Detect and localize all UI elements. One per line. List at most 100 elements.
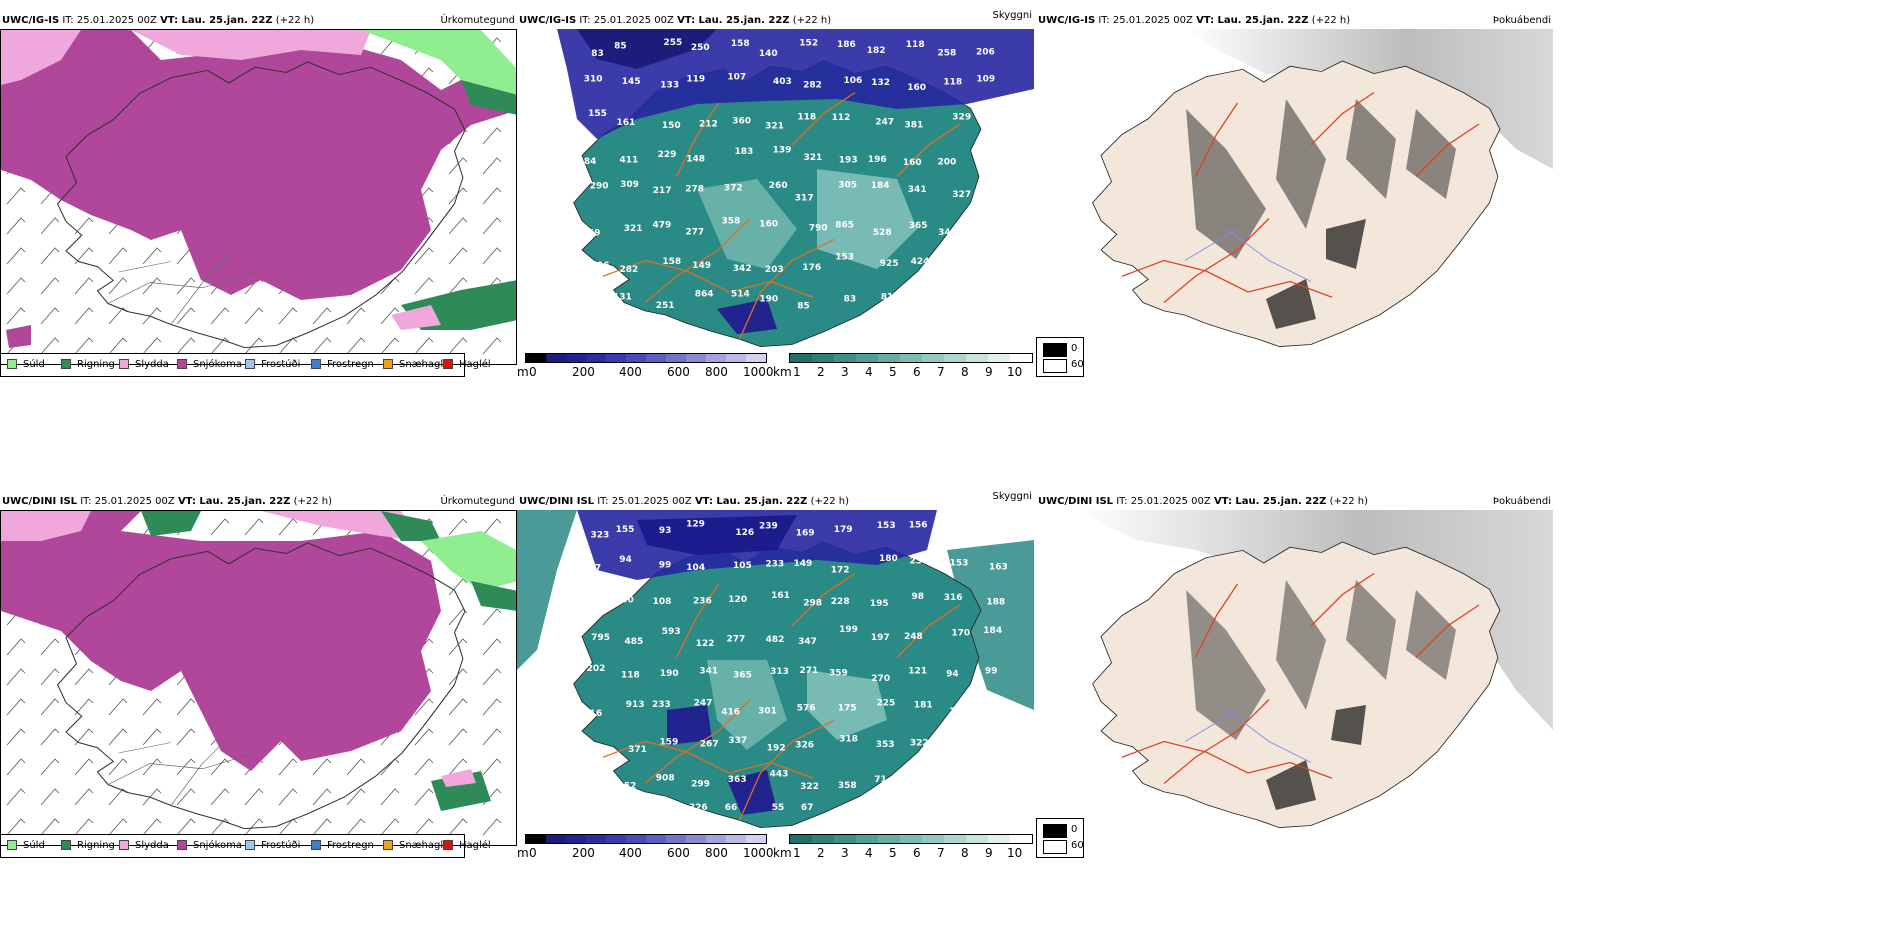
cloud-map-svg: 83 85 255 250 158 140 152 186 182 118 258 206 310 145…: [517, 29, 1034, 365]
lead-time: (+22 h): [1329, 496, 1369, 507]
cloud-base-label: 250: [691, 43, 710, 53]
fog-swatch-0: [1043, 343, 1067, 357]
cloud-base-label: 381: [905, 121, 924, 131]
cloud-base-label: 165: [902, 772, 921, 782]
cloud-base-label: 99: [659, 560, 672, 570]
legend-label: Slydda: [135, 359, 169, 370]
cloud-map[interactable]: 323 155 93 129 126 239 169 179 153 156 329 148 107 94…: [517, 510, 1034, 846]
cloud-base-label: 83: [844, 295, 857, 305]
precip-type-panel-top: UWC/IG-IS IT: 25.01.2025 00Z VT: Lau. 25…: [0, 12, 517, 382]
cloud-base-label: 329: [952, 112, 971, 122]
fog-value: 0: [1071, 343, 1078, 354]
visibility-tick: 5: [889, 365, 897, 379]
cloud-base-label: 85: [797, 302, 810, 312]
valid-time: VT: Lau. 25.jan. 22Z: [160, 15, 273, 26]
cloud-base-label: 514: [731, 290, 750, 300]
legend-swatch: [119, 359, 129, 369]
cloud-base-label: 107: [727, 73, 746, 83]
fog-map[interactable]: [1036, 29, 1553, 365]
cloud-base-label: 71: [874, 775, 887, 785]
cloud-base-label: 131: [613, 293, 632, 303]
height-tick: 800: [705, 846, 728, 860]
legend-item-freezing-rain: Frostregn: [311, 359, 374, 371]
cloud-base-label: 85: [614, 42, 627, 52]
cloud-base-label: 81: [881, 293, 894, 303]
cloud-base-label: 479: [653, 220, 672, 230]
legend-item-drizzle: Súld: [7, 359, 45, 371]
cloud-base-label: 301: [758, 706, 777, 716]
cloud-base-label: 296: [591, 261, 610, 271]
height-tick: 1000: [743, 365, 774, 379]
cloud-base-label: 104: [686, 563, 705, 573]
fog-panel-bottom: UWC/DINI ISL IT: 25.01.2025 00Z VT: Lau.…: [1036, 493, 1553, 863]
cloud-base-label: 228: [586, 774, 605, 784]
cloud-base-label: 865: [835, 221, 854, 231]
cloud-base-label: 326: [689, 803, 708, 813]
cloud-base-label: 153: [950, 559, 969, 569]
fog-swatch-0: [1043, 824, 1067, 838]
legend-swatch: [177, 840, 187, 850]
lead-time: (+22 h): [792, 15, 832, 26]
visibility-tick: 1: [793, 365, 801, 379]
cloud-base-label: 149: [692, 261, 711, 271]
legend-item-snow: Snjókoma: [177, 359, 242, 371]
cloud-base-label: 66: [725, 803, 738, 813]
cloud-base-label: 313: [770, 667, 789, 677]
fog-map[interactable]: [1036, 510, 1553, 846]
precip-map[interactable]: [0, 510, 517, 846]
param-name: Þokuábendi: [1492, 15, 1551, 26]
cloud-base-label: 176: [802, 263, 821, 273]
cloud-base-label: 199: [839, 625, 858, 635]
legend-swatch: [245, 840, 255, 850]
cloud-base-label: 255: [664, 38, 683, 48]
legend-item-drizzle: Súld: [7, 840, 45, 852]
cloud-map-svg: 323 155 93 129 126 239 169 179 153 156 329 148 107 94…: [517, 510, 1034, 846]
cloud-base-label: 150: [662, 121, 681, 131]
cloud-base-label: 403: [773, 77, 792, 87]
fog-value: 0: [1071, 824, 1078, 835]
cloud-base-label: 360: [732, 116, 751, 126]
visibility-tick: 6: [913, 846, 921, 860]
visibility-tick: 2: [817, 365, 825, 379]
cloud-base-label: 318: [839, 735, 858, 745]
cloud-base-label: 109: [976, 75, 995, 85]
cloud-base-label: 864: [695, 290, 714, 300]
cloud-base-label: 326: [795, 741, 814, 751]
param-name: Skyggni: [992, 491, 1032, 502]
cloud-base-label: 161: [771, 591, 790, 601]
cloud-base-label: 384: [578, 157, 597, 167]
cloud-base-label: 593: [662, 627, 681, 637]
param-name: Skyggni: [992, 10, 1032, 21]
cloud-base-label: 256: [981, 155, 1000, 165]
cloud-base-label: 203: [765, 265, 784, 275]
legend-label: Súld: [23, 840, 45, 851]
cloud-base-label: 342: [733, 264, 752, 274]
legend-item-hail: Haglél: [443, 359, 491, 371]
cloud-base-label: 139: [773, 146, 792, 156]
legend-label: Frostúði: [261, 359, 301, 370]
cloud-base-label: 270: [871, 674, 890, 684]
cloud-base-label: 236: [693, 597, 712, 607]
legend-swatch: [383, 840, 393, 850]
cloud-base-label: 341: [908, 185, 927, 195]
cloud-base-label: 528: [873, 228, 892, 238]
cloud-base-label: 322: [983, 222, 1002, 232]
cloud-base-label: 31: [586, 803, 599, 813]
height-colorbar: m 0 200 400 600 800 1000: [517, 834, 777, 860]
cloud-base-label: 795: [591, 633, 610, 643]
cloud-base-label: 112: [832, 113, 851, 123]
cloud-base-label: 271: [800, 666, 819, 676]
issue-time: IT: 25.01.2025 00Z: [80, 496, 175, 507]
cloud-base-label: 424: [911, 257, 930, 267]
cloud-base-label: 120: [728, 595, 747, 605]
cloud-base-label: 358: [838, 781, 857, 791]
cloud-base-label: 348: [948, 262, 967, 272]
precip-map[interactable]: [0, 29, 517, 365]
fog-swatch-60: [1043, 359, 1067, 373]
cloud-base-label: 212: [699, 119, 718, 129]
height-tick: 0: [529, 846, 537, 860]
cloud-base-label: 229: [658, 150, 677, 160]
cloud-base-label: 913: [626, 700, 645, 710]
cloud-map[interactable]: 83 85 255 250 158 140 152 186 182 118 258 206 310 145…: [517, 29, 1034, 365]
visibility-tick: 8: [961, 846, 969, 860]
